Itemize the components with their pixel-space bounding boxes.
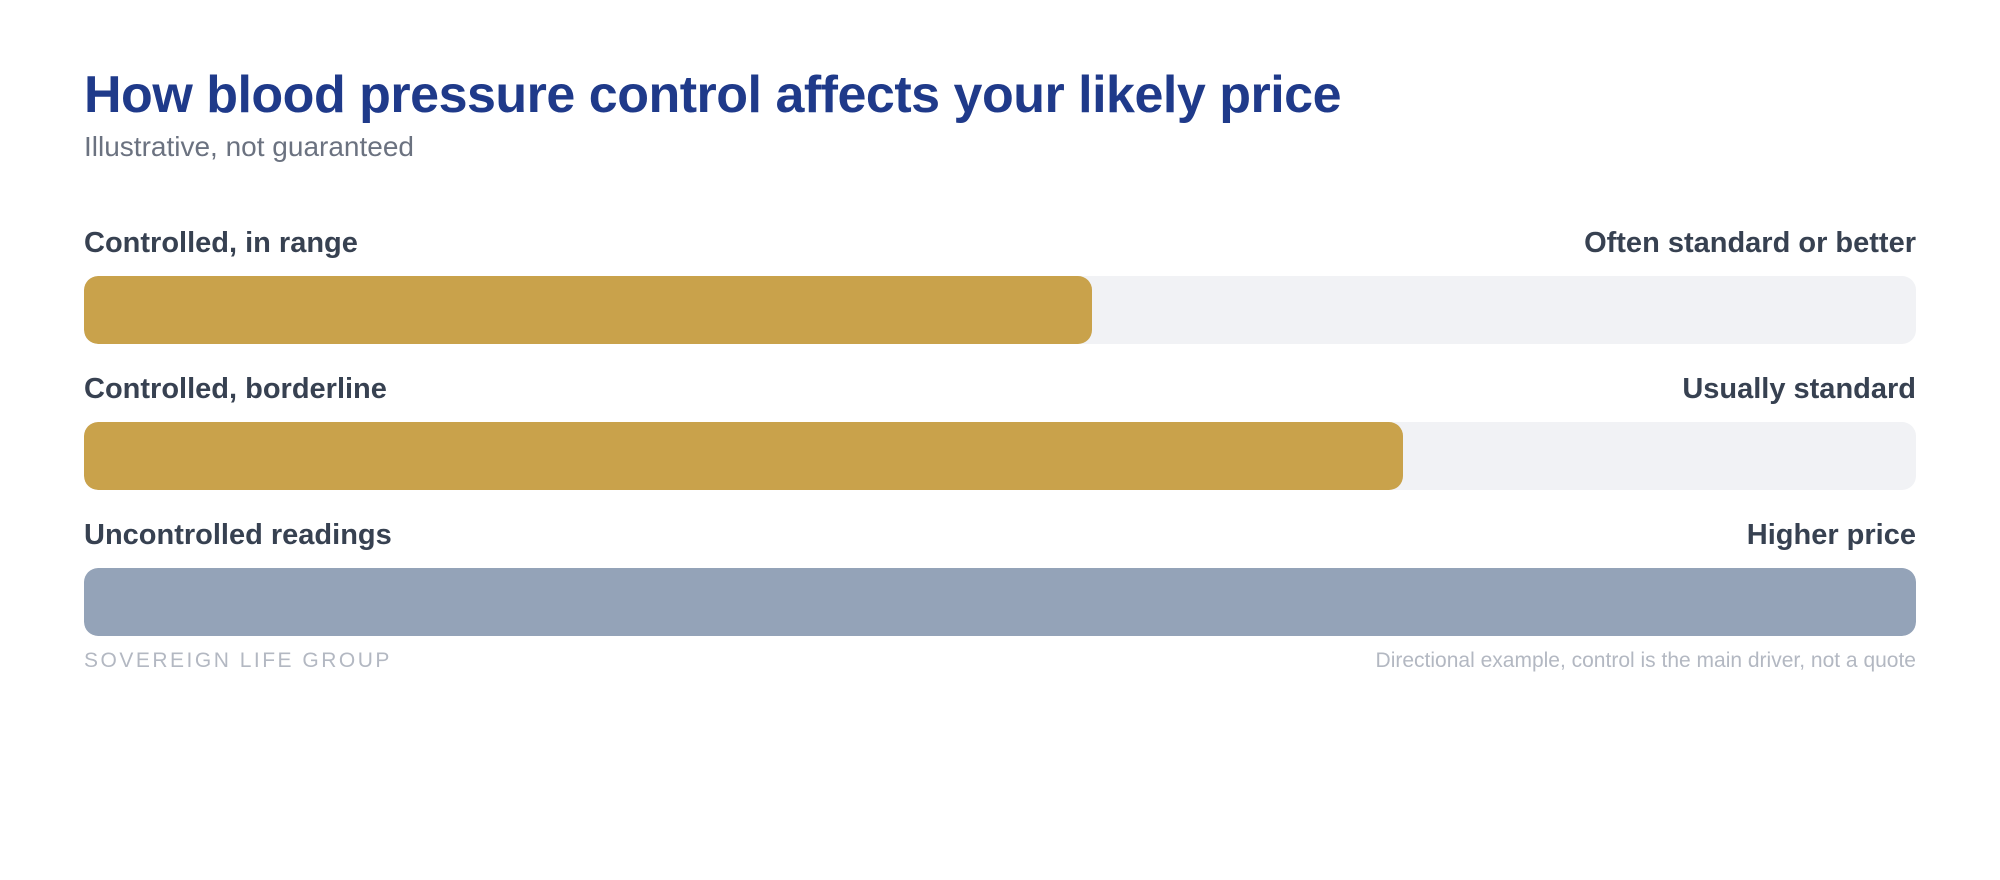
bar-row: Controlled, in range Often standard or b…	[84, 226, 1916, 344]
bar-track	[84, 422, 1916, 490]
bar-category-label: Uncontrolled readings	[84, 519, 392, 551]
footnote: Directional example, control is the main…	[1375, 649, 1916, 672]
bar-row-header: Controlled, in range Often standard or b…	[84, 226, 1916, 260]
bar-row: Controlled, borderline Usually standard	[84, 372, 1916, 490]
chart-footer: SOVEREIGN LIFE GROUP Directional example…	[84, 648, 1916, 674]
bar-track	[84, 568, 1916, 636]
bar-fill	[84, 422, 1404, 490]
bar-value-label: Usually standard	[1682, 373, 1916, 405]
brand-name: SOVEREIGN LIFE GROUP	[84, 649, 392, 672]
bar-category-label: Controlled, in range	[84, 227, 358, 259]
bar-fill	[84, 276, 1092, 344]
bar-row: Uncontrolled readings Higher price	[84, 518, 1916, 636]
bar-row-header: Controlled, borderline Usually standard	[84, 372, 1916, 406]
bar-rows: Controlled, in range Often standard or b…	[84, 226, 1916, 636]
bar-value-label: Higher price	[1746, 519, 1916, 551]
bar-row-header: Uncontrolled readings Higher price	[84, 518, 1916, 552]
bar-value-label: Often standard or better	[1584, 227, 1916, 259]
chart-title: How blood pressure control affects your …	[84, 66, 1342, 124]
bar-category-label: Controlled, borderline	[84, 373, 387, 405]
bar-fill	[84, 568, 1916, 636]
chart-subtitle: Illustrative, not guaranteed	[84, 131, 414, 162]
bar-track	[84, 276, 1916, 344]
